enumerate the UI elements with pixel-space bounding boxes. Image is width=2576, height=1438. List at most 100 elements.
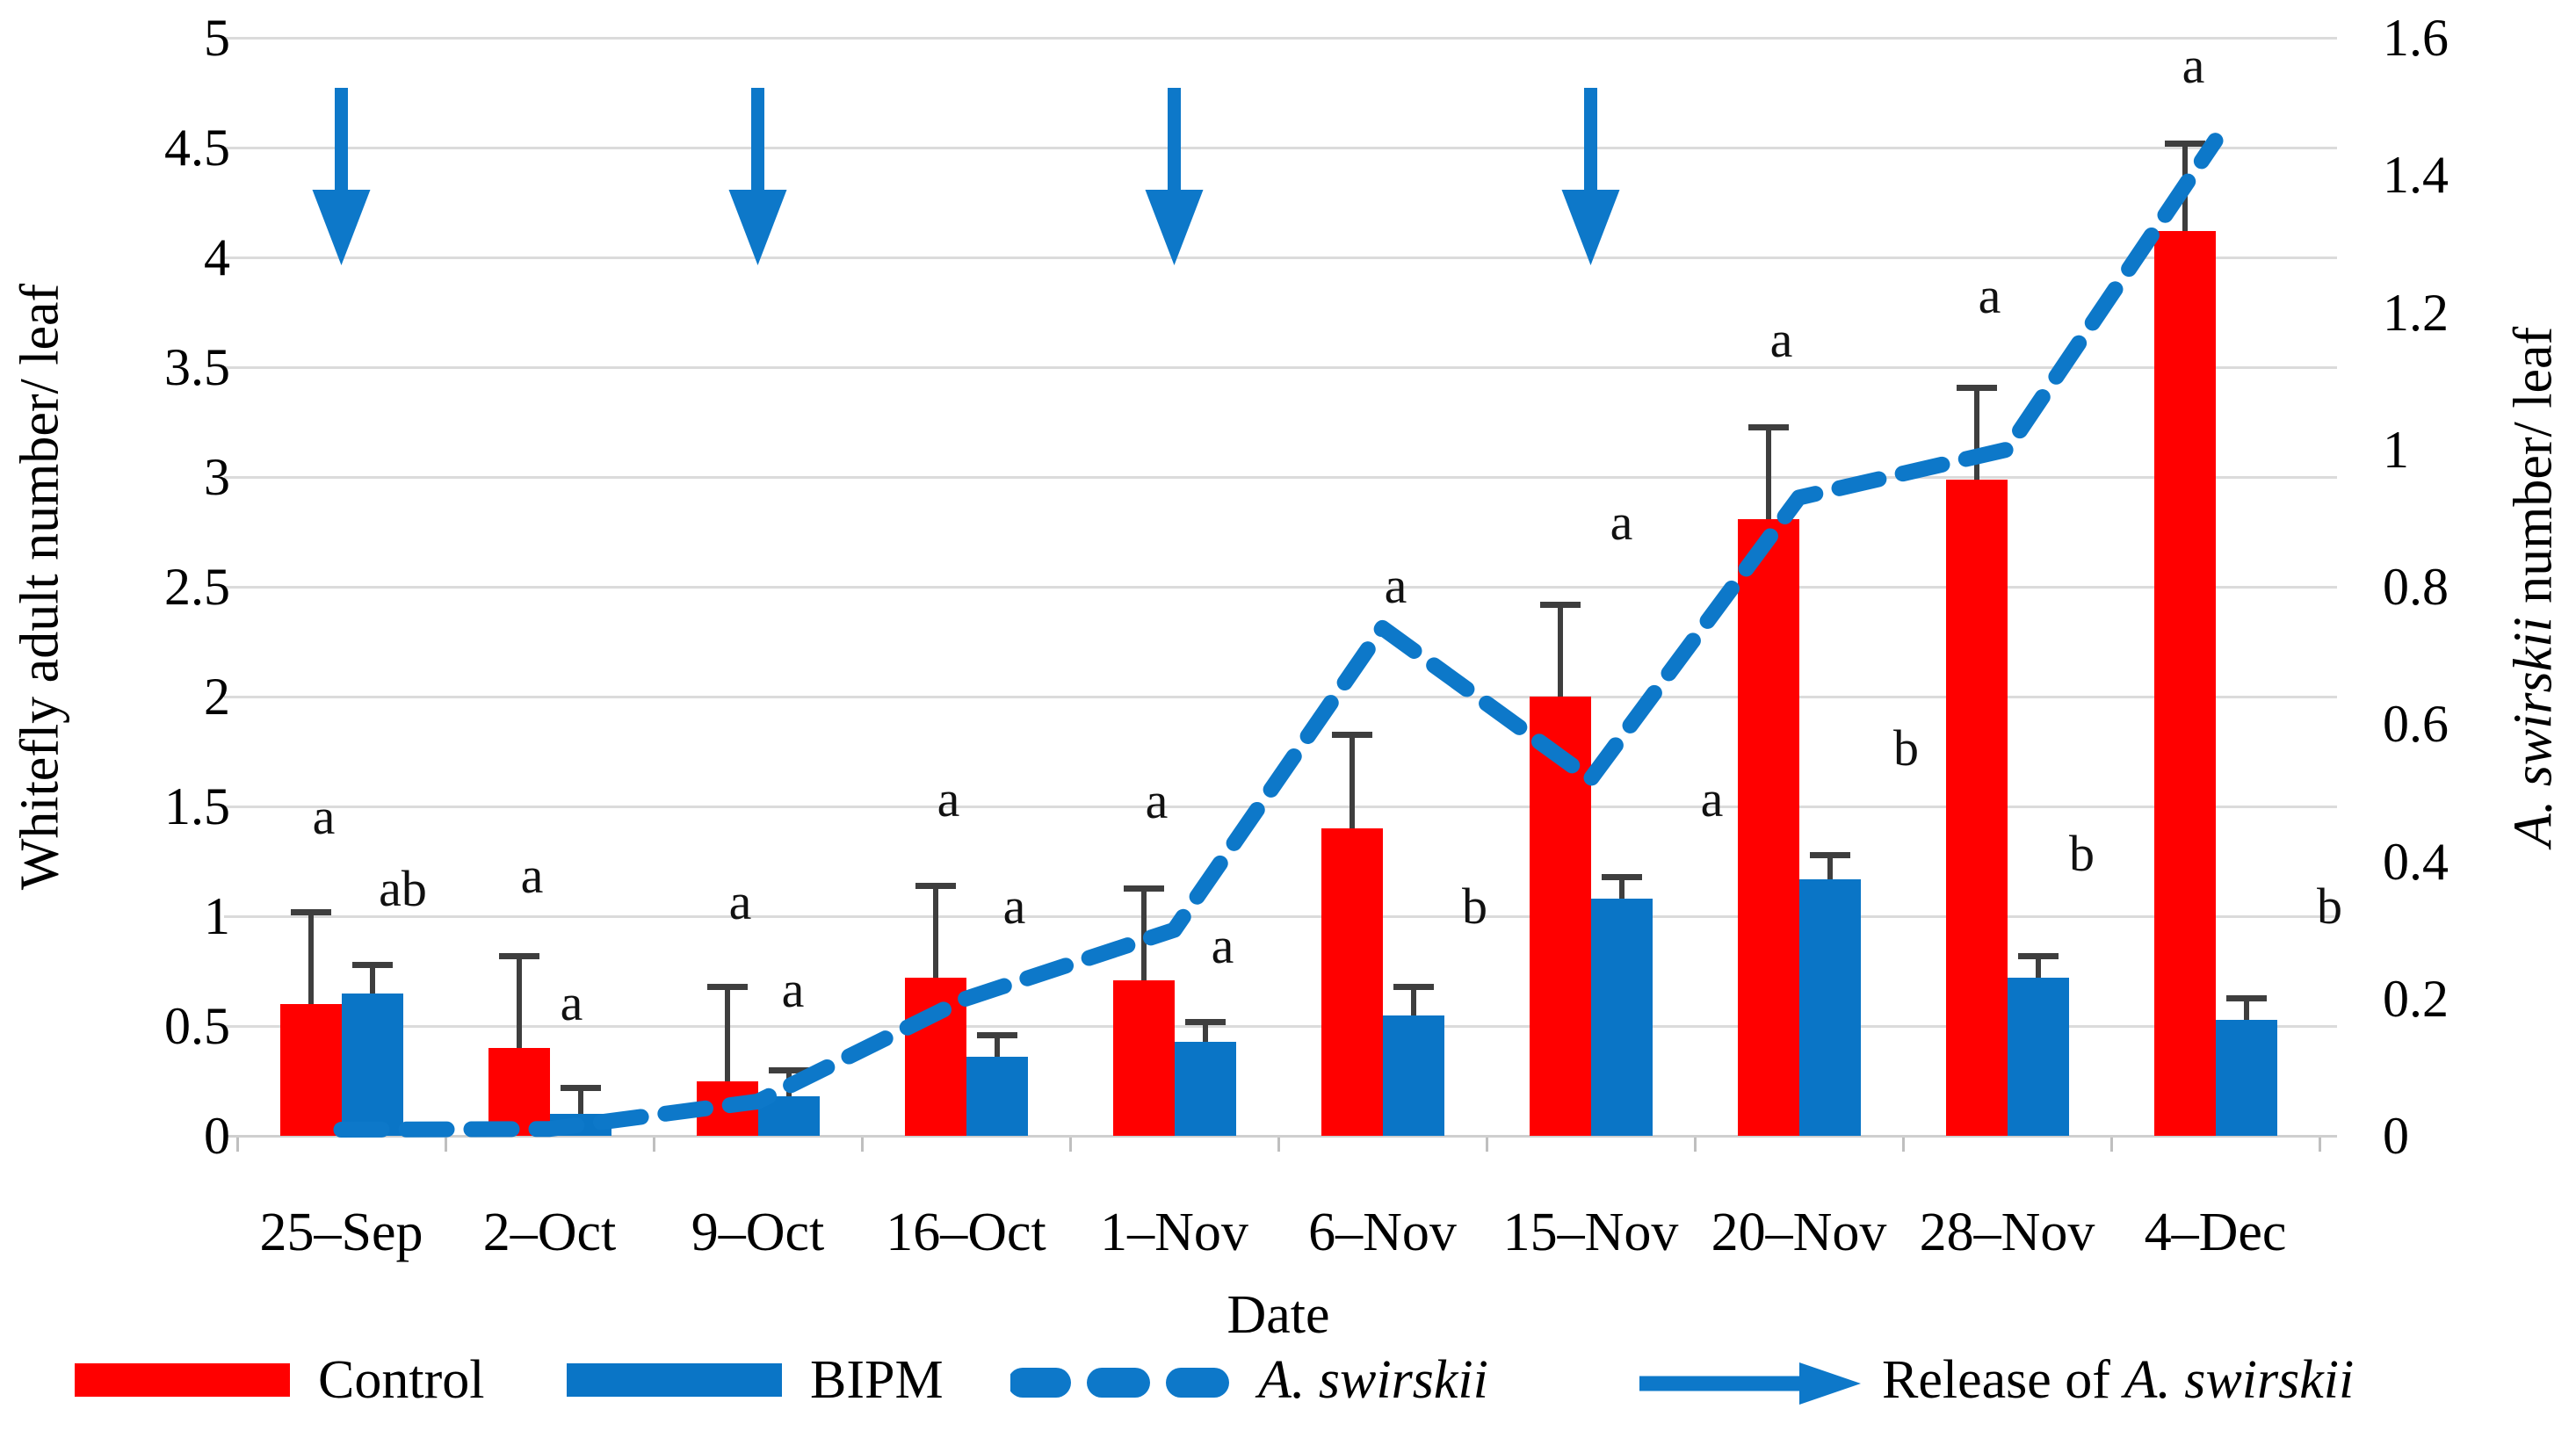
gridline xyxy=(224,256,2337,259)
y-axis-tick-label-right: 1 xyxy=(2383,420,2409,479)
y-axis-tick-label-left: 2.5 xyxy=(164,558,230,616)
error-bar-cap xyxy=(2017,953,2059,959)
significance-letter: a xyxy=(1002,878,1026,935)
y-axis-tick-label-left: 5 xyxy=(204,9,230,67)
y-axis-tick-label-left: 4.5 xyxy=(164,119,230,177)
legend-label-bipm: BIPM xyxy=(810,1350,944,1410)
error-bar-cap xyxy=(1601,874,1642,880)
legend-release-italic: A. swirskii xyxy=(2124,1350,2355,1410)
bar-bipm-1–Nov xyxy=(1174,1041,1236,1136)
x-axis-category-label: 25–Sep xyxy=(259,1203,423,1262)
y-axis-tick-label-left: 0 xyxy=(204,1107,230,1165)
legend-label-control: Control xyxy=(318,1350,485,1410)
significance-letter: a xyxy=(1610,493,1633,551)
gridline xyxy=(224,475,2337,479)
x-axis-category-label: 16–Oct xyxy=(886,1203,1046,1262)
y-axis-tick-label-left: 1.5 xyxy=(164,777,230,835)
bar-bipm-6–Nov xyxy=(1382,1015,1444,1136)
gridline xyxy=(224,36,2337,40)
bar-control-6–Nov xyxy=(1321,828,1383,1136)
y-axis-tick-label-right: 0.8 xyxy=(2383,558,2449,616)
y-axis-tick-label-left: 3 xyxy=(204,448,230,506)
y-axis-tick-label-right: 1.2 xyxy=(2383,283,2449,342)
y-axis-tick-label-right: 0.2 xyxy=(2383,969,2449,1028)
error-bar-stem xyxy=(1349,733,1355,828)
error-bar-cap xyxy=(915,883,956,889)
x-axis-category-label: 28–Nov xyxy=(1919,1203,2095,1262)
left-axis-title: Whitefly adult number/ leaf xyxy=(10,283,70,891)
y-axis-tick-label-left: 4 xyxy=(204,228,230,286)
bar-control-25–Sep xyxy=(279,1004,342,1136)
gridline xyxy=(224,585,2337,589)
bar-bipm-15–Nov xyxy=(1590,899,1653,1136)
significance-letter: a xyxy=(312,787,336,845)
legend-release-arrow-sample xyxy=(1639,1362,1861,1405)
x-axis-minor-tick xyxy=(1694,1138,1697,1152)
x-axis-minor-tick xyxy=(1277,1138,1280,1152)
error-bar-stem xyxy=(577,1088,583,1114)
y-axis-tick-label-left: 0.5 xyxy=(164,997,230,1055)
y-axis-tick-label-left: 1 xyxy=(204,887,230,945)
x-axis-minor-tick xyxy=(1069,1138,1072,1152)
x-axis-title: Date xyxy=(1226,1285,1330,1345)
error-bar-cap xyxy=(290,909,331,915)
x-axis-minor-tick xyxy=(861,1138,864,1152)
significance-letter: a xyxy=(1769,311,1793,368)
significance-letter: a xyxy=(1700,770,1724,827)
error-bar-cap xyxy=(2225,994,2267,1001)
significance-letter: b xyxy=(1462,878,1487,935)
x-axis-category-label: 2–Oct xyxy=(482,1203,617,1262)
error-bar-stem xyxy=(1410,986,1416,1015)
bar-bipm-2–Oct xyxy=(549,1114,611,1136)
bar-bipm-4–Dec xyxy=(2215,1019,2277,1136)
bar-control-1–Nov xyxy=(1112,979,1175,1136)
gridline xyxy=(224,146,2337,149)
release-arrow-head xyxy=(1145,190,1204,265)
x-axis-category-label: 1–Nov xyxy=(1100,1203,1248,1262)
error-bar-cap xyxy=(2164,141,2205,147)
bar-control-28–Nov xyxy=(1945,479,2008,1136)
legend-swatch-control xyxy=(75,1363,290,1397)
error-bar-cap xyxy=(498,953,539,959)
error-bar-stem xyxy=(1827,855,1833,879)
legend-label-release: Release of A. swirskii xyxy=(1882,1351,2354,1409)
bar-control-4–Dec xyxy=(2153,231,2216,1136)
x-axis-minor-tick xyxy=(653,1138,655,1152)
bar-control-2–Oct xyxy=(488,1048,550,1136)
significance-letter: b xyxy=(1893,719,1919,777)
significance-letter: ab xyxy=(379,860,427,917)
error-bar-cap xyxy=(976,1032,1017,1038)
significance-letter: a xyxy=(1145,772,1169,829)
error-bar-stem xyxy=(1557,604,1563,697)
significance-letter: a xyxy=(1211,917,1234,974)
y-axis-tick-label-right: 0.4 xyxy=(2383,832,2449,891)
bar-bipm-16–Oct xyxy=(966,1057,1028,1136)
significance-letter: a xyxy=(728,873,752,930)
y-axis-tick-label-right: 1.4 xyxy=(2383,146,2449,205)
error-bar-cap xyxy=(1184,1019,1226,1025)
release-arrow-head xyxy=(312,190,371,265)
bar-bipm-9–Oct xyxy=(757,1096,820,1136)
x-axis-category-label: 15–Nov xyxy=(1502,1203,1679,1262)
error-bar-cap xyxy=(351,962,393,968)
error-bar-stem xyxy=(2243,997,2249,1020)
bar-bipm-25–Sep xyxy=(341,993,403,1136)
legend-label-swirskii: A. swirskii xyxy=(1258,1350,1488,1410)
error-bar-stem xyxy=(1973,387,1979,480)
error-bar-cap xyxy=(768,1067,809,1073)
bar-bipm-28–Nov xyxy=(2007,978,2069,1136)
bar-control-9–Oct xyxy=(696,1080,758,1136)
bar-control-15–Nov xyxy=(1529,697,1591,1136)
x-axis-category-label: 20–Nov xyxy=(1711,1203,1887,1262)
x-axis-minor-tick xyxy=(2319,1138,2321,1152)
error-bar-stem xyxy=(1765,426,1771,519)
error-bar-stem xyxy=(724,986,730,1081)
significance-letter: b xyxy=(2317,878,2342,935)
error-bar-cap xyxy=(1393,984,1434,990)
error-bar-cap xyxy=(560,1085,601,1091)
x-axis-minor-tick xyxy=(445,1138,447,1152)
error-bar-stem xyxy=(308,912,314,1004)
significance-letter: b xyxy=(2069,825,2095,882)
error-bar-cap xyxy=(1539,602,1581,608)
